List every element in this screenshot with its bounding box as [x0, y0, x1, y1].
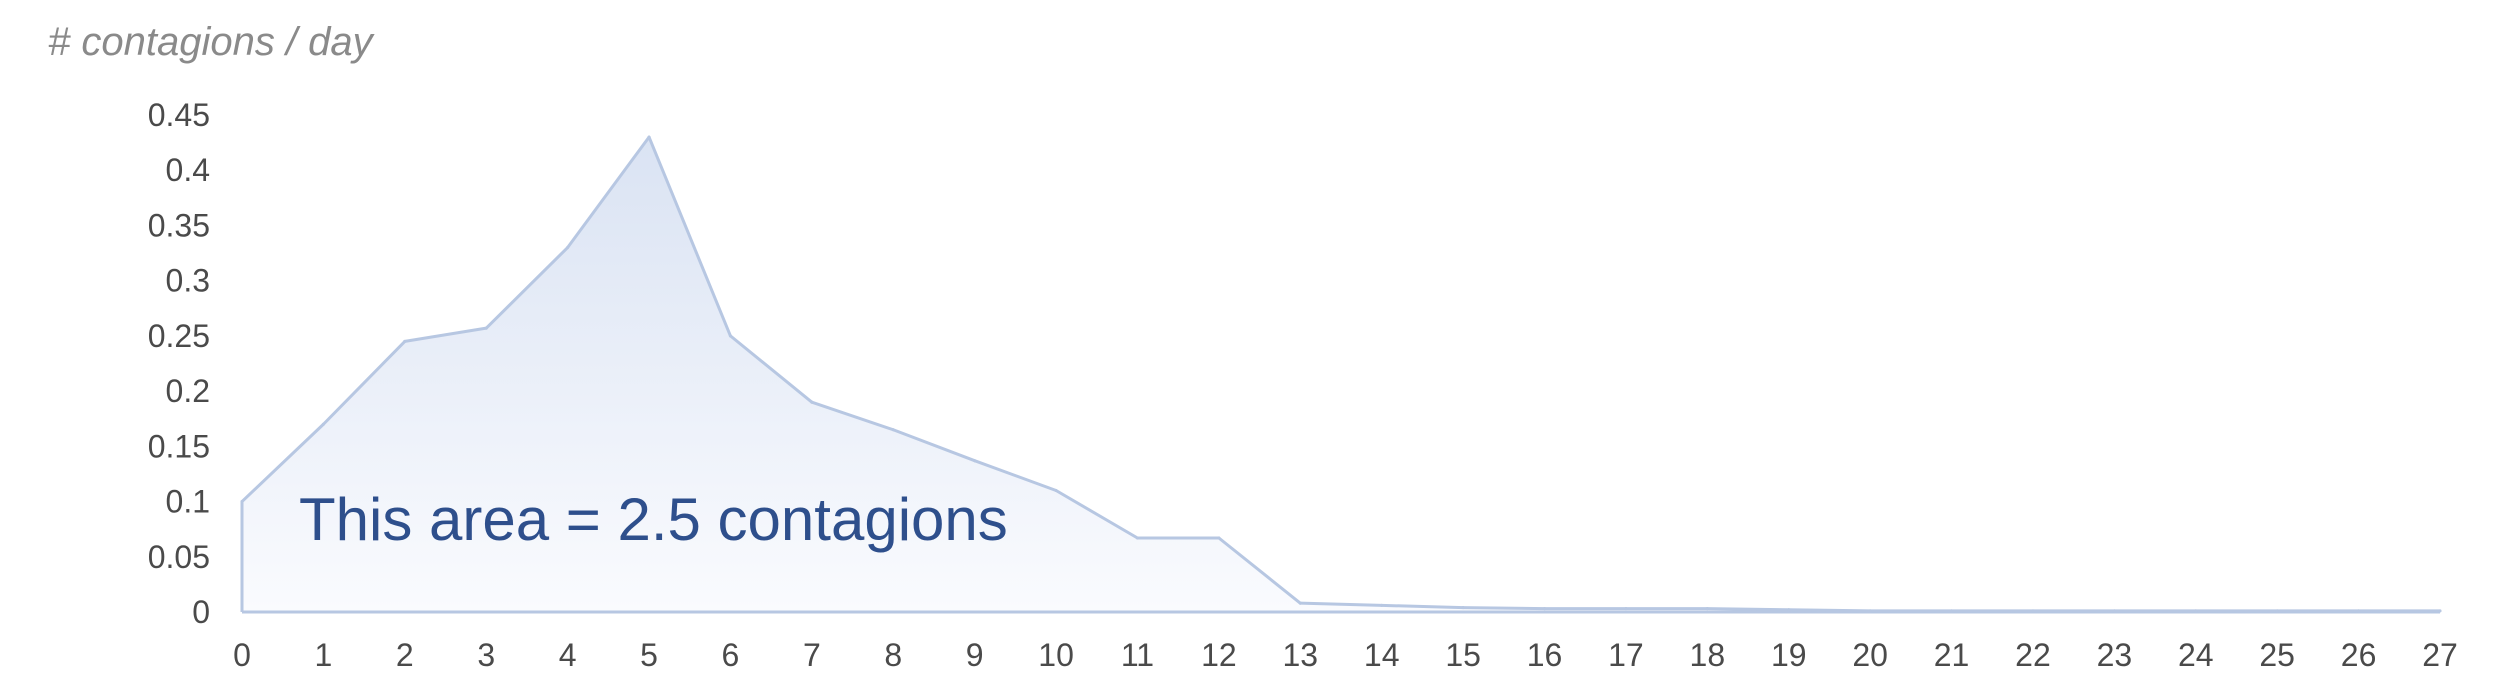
data-point [1461, 606, 1465, 610]
data-point [2112, 609, 2116, 613]
data-point [240, 500, 244, 504]
x-tick-label: 0 [233, 637, 251, 673]
series-line-segment [1787, 608, 1872, 613]
data-point [566, 246, 570, 250]
y-tick-label: 0.15 [148, 428, 210, 464]
data-point [2031, 609, 2035, 613]
data-point [2357, 609, 2361, 613]
x-tick-label: 15 [1445, 637, 1481, 673]
y-axis-title: # contagions / day [48, 20, 376, 64]
x-tick-label: 2 [396, 637, 414, 673]
contagions-area [242, 137, 2440, 613]
x-tick-label: 16 [1527, 637, 1563, 673]
x-tick-label: 24 [2178, 637, 2214, 673]
data-point [403, 339, 407, 343]
data-point [1217, 536, 1221, 540]
data-points [240, 135, 2442, 613]
data-point [484, 326, 488, 330]
series-line-segment [647, 135, 732, 338]
x-tick-label: 26 [2341, 637, 2377, 673]
y-axis-ticks: 0 0.05 0.1 0.15 0.2 0.25 0.3 0.35 0.4 0.45 [148, 97, 210, 630]
data-point [728, 334, 732, 338]
x-tick-label: 1 [315, 637, 333, 673]
data-point [1624, 607, 1628, 611]
x-tick-label: 9 [966, 637, 984, 673]
series-line-segments [240, 135, 2442, 613]
data-point [2438, 609, 2442, 613]
series-line-segment [810, 400, 895, 432]
y-tick-label: 0.25 [148, 318, 210, 354]
series-line-segment [240, 422, 325, 504]
x-tick-label: 14 [1364, 637, 1400, 673]
series-line-segment [1380, 603, 1465, 610]
series-line-segment [1705, 607, 1791, 612]
data-point [1705, 607, 1709, 611]
series-line-segment [1054, 489, 1139, 540]
x-tick-label: 22 [2015, 637, 2051, 673]
y-tick-label: 0 [192, 594, 210, 630]
y-tick-label: 0.05 [148, 539, 210, 575]
y-tick-label: 0.45 [148, 97, 210, 133]
data-point [1950, 609, 1954, 613]
data-point [1135, 536, 1139, 540]
x-tick-label: 3 [477, 637, 495, 673]
y-tick-label: 0.4 [166, 152, 210, 188]
x-tick-label: 18 [1690, 637, 1726, 673]
x-tick-label: 6 [722, 637, 740, 673]
y-tick-label: 0.2 [166, 373, 210, 409]
series-line-segment [891, 428, 977, 463]
data-point [647, 135, 651, 139]
x-axis-ticks: 0 1 2 3 4 5 6 7 8 9 10 11 12 13 14 15 16 17 18 19 20 21 22 23 24… [233, 637, 2458, 673]
data-point [1054, 489, 1058, 493]
series-line-segment [973, 459, 1058, 493]
series-line-segment [1298, 601, 1384, 607]
data-point [1380, 603, 1384, 607]
series-line-segment [728, 334, 814, 404]
data-point [1787, 608, 1791, 612]
x-tick-label: 4 [559, 637, 577, 673]
x-tick-label: 17 [1608, 637, 1644, 673]
x-tick-label: 13 [1282, 637, 1318, 673]
data-point [1298, 601, 1302, 605]
y-tick-label: 0.35 [148, 207, 210, 243]
x-tick-label: 27 [2422, 637, 2458, 673]
x-tick-label: 8 [884, 637, 902, 673]
data-point [2275, 609, 2279, 613]
area-annotation: This area = 2.5 contagions [299, 486, 1008, 553]
data-point [1543, 607, 1547, 611]
data-point [2194, 609, 2198, 613]
data-point [810, 400, 814, 404]
x-tick-label: 25 [2259, 637, 2295, 673]
data-point [973, 459, 977, 463]
x-tick-label: 5 [640, 637, 658, 673]
series-line-segment [1217, 536, 1302, 605]
series-line-segment [566, 135, 651, 250]
y-tick-label: 0.3 [166, 263, 210, 299]
series-line-segment [1461, 606, 1547, 611]
series-line-segment [484, 246, 570, 330]
x-tick-label: 21 [1934, 637, 1970, 673]
data-point [1868, 609, 1872, 613]
series-line-segment [321, 339, 407, 426]
x-tick-label: 7 [803, 637, 821, 673]
x-tick-label: 12 [1201, 637, 1237, 673]
x-tick-label: 23 [2097, 637, 2133, 673]
x-tick-label: 19 [1771, 637, 1807, 673]
x-tick-label: 11 [1121, 637, 1154, 673]
y-tick-label: 0.1 [166, 484, 210, 520]
data-point [891, 428, 895, 432]
series-line-segment [403, 326, 488, 343]
x-tick-label: 10 [1038, 637, 1074, 673]
x-tick-label: 20 [1852, 637, 1888, 673]
data-point [321, 422, 325, 426]
